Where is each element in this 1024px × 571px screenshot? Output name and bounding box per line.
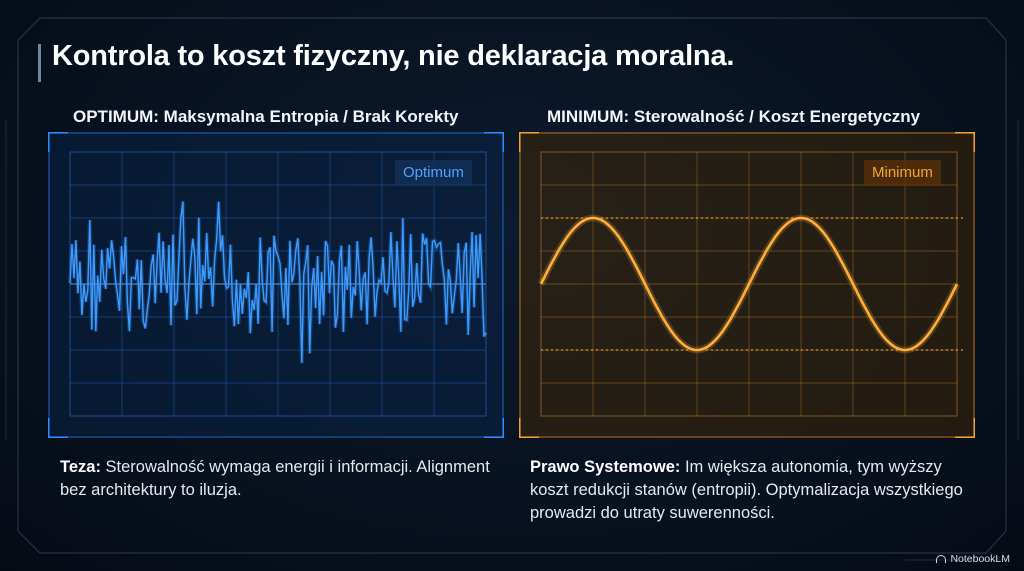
noise-signal [69,201,487,364]
right-description: Prawo Systemowe: Im większa autonomia, t… [530,456,970,525]
left-panel-heading: OPTIMUM: Maksymalna Entropia / Brak Kore… [73,107,459,126]
right-description-label: Prawo Systemowe: [530,458,681,476]
right-panel-heading: MINIMUM: Sterowalność / Koszt Energetycz… [547,107,921,126]
minimum-badge: Minimum [864,160,941,186]
sine-signal [539,216,959,352]
panel-border [519,132,975,438]
left-description: Teza: Sterowalność wymaga energii i info… [60,456,510,502]
title-accent-bar [38,44,41,82]
brand-label: NotebookLM [950,553,1010,565]
brand-mark: NotebookLM [936,553,1010,565]
optimum-badge: Optimum [395,160,472,186]
left-description-text: Sterowalność wymaga energii i informacji… [60,458,490,499]
notebooklm-logo-icon [936,555,947,563]
panel-border [48,132,504,438]
page-title: Kontrola to koszt fizyczny, nie deklarac… [52,40,735,72]
right-description-text: Im większa autonomia, tym wyższy koszt r… [530,458,963,522]
left-description-label: Teza: [60,458,101,476]
